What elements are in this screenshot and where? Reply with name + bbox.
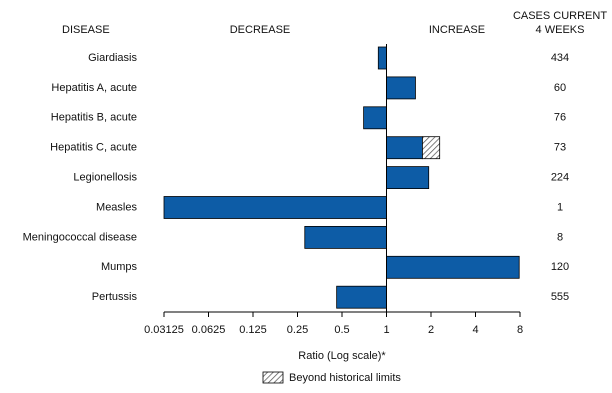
cases-value: 73 (554, 142, 566, 154)
category-label: Giardiasis (88, 52, 137, 64)
cases-value: 8 (557, 231, 563, 243)
category-label: Hepatitis C, acute (50, 142, 137, 154)
bar (386, 255, 520, 279)
header-disease: DISEASE (62, 24, 110, 36)
cases-value: 120 (551, 261, 569, 273)
category-label: Hepatitis B, acute (51, 112, 137, 124)
bar (336, 285, 387, 309)
x-tick-label: 0.125 (239, 324, 267, 336)
bar (386, 76, 416, 100)
x-tick-label: 0.03125 (144, 324, 184, 336)
x-tick-label: 0.25 (287, 324, 308, 336)
x-tick-label: 2 (428, 324, 434, 336)
cases-value: 76 (554, 112, 566, 124)
category-label: Measles (96, 201, 137, 213)
x-tick-label: 0.5 (334, 324, 349, 336)
legend-swatch (262, 371, 284, 384)
header-cases: 4 WEEKS (536, 24, 585, 36)
category-label: Mumps (101, 261, 138, 273)
bar (304, 225, 387, 249)
header-decrease: DECREASE (230, 24, 291, 36)
category-label: Legionellosis (73, 172, 137, 184)
category-label: Meningococcal disease (23, 231, 137, 243)
header-cases: CASES CURRENT (513, 10, 607, 22)
category-label: Pertussis (92, 291, 138, 303)
header-increase: INCREASE (429, 24, 485, 36)
cases-value: 434 (551, 52, 569, 64)
bar (363, 106, 387, 130)
x-tick-label: 8 (517, 324, 523, 336)
bar (386, 166, 430, 190)
legend-label: Beyond historical limits (289, 372, 401, 384)
x-axis-label: Ratio (Log scale)* (298, 350, 386, 362)
cases-value: 60 (554, 82, 566, 94)
cases-value: 1 (557, 201, 563, 213)
x-tick-label: 1 (383, 324, 389, 336)
bar-beyond-limits (422, 136, 441, 160)
category-label: Hepatitis A, acute (51, 82, 137, 94)
bar (386, 136, 423, 160)
bar (163, 196, 387, 219)
cases-value: 555 (551, 291, 569, 303)
x-tick-label: 4 (472, 324, 478, 336)
x-tick-label: 0.0625 (192, 324, 226, 336)
bar (377, 46, 387, 70)
cases-value: 224 (551, 172, 569, 184)
